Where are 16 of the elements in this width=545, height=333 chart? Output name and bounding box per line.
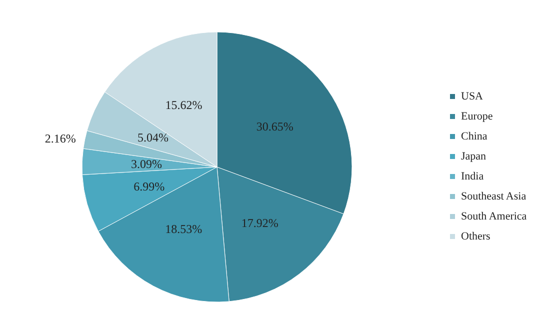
data-label: 30.65% — [256, 120, 294, 134]
legend-label: India — [461, 170, 484, 182]
legend-label: South America — [461, 210, 527, 222]
legend-label: Southeast Asia — [461, 190, 526, 202]
data-label: 15.62% — [165, 98, 202, 112]
data-label: 17.92% — [241, 216, 278, 230]
data-label: 18.53% — [165, 222, 202, 236]
data-label: 6.99% — [134, 179, 165, 194]
legend-label: Europe — [461, 110, 493, 122]
legend-label: China — [461, 130, 488, 142]
legend-label: Others — [461, 230, 490, 242]
data-label: 5.04% — [137, 130, 168, 145]
legend-label: Japan — [461, 150, 487, 162]
legend-label: USA — [461, 90, 484, 102]
data-label: 3.09% — [131, 157, 162, 172]
data-label: 2.16% — [44, 132, 76, 146]
